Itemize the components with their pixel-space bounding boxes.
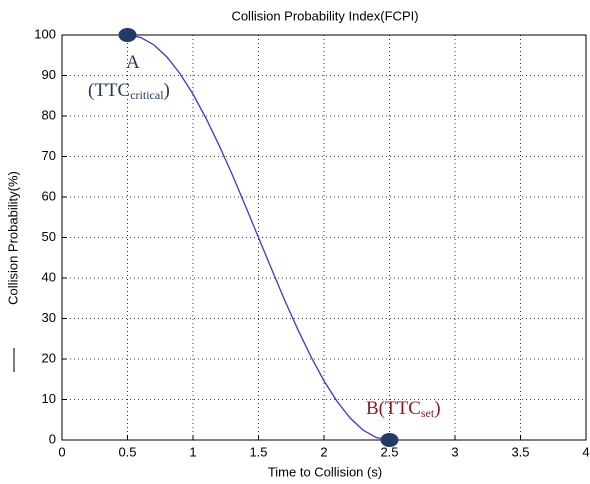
x-tick-label: 1.5 [249,444,267,459]
y-tick-label: 70 [42,148,56,163]
y-tick-label: 90 [42,67,56,82]
x-tick-label: 0 [58,444,65,459]
x-tick-label: 2 [320,444,327,459]
annotation-subscript: set [421,406,435,420]
x-tick-label: 0.5 [118,444,136,459]
annotation: B(TTCset) [366,398,441,419]
y-tick-label: 100 [34,26,56,41]
annotation-text: (TTC [88,80,130,101]
y-tick-label: 60 [42,188,56,203]
point-marker [118,28,137,42]
y-axis-label: Collision Probability(%) [5,171,20,305]
x-axis-label: Time to Collision (s) [268,464,382,479]
annotation-suffix: ) [164,80,170,101]
y-tick-label: 50 [42,229,56,244]
annotation-text: B(TTC [366,398,421,419]
annotation: (TTCcritical) [88,80,170,101]
y-tick-label: 10 [42,391,56,406]
annotation-text: A [126,52,140,73]
point-marker [380,433,399,447]
x-tick-label: 2.5 [380,444,398,459]
x-tick-label: 1 [189,444,196,459]
chart-title: Collision Probability Index(FCPI) [231,8,418,23]
x-tick-label: 3 [451,444,458,459]
annotation: A [126,52,140,73]
annotation-suffix: ) [434,398,440,419]
line-series [127,34,390,441]
y-tick-label: 40 [42,269,56,284]
y-tick-label: 80 [42,107,56,122]
x-tick-label: 3.5 [511,444,529,459]
annotation-subscript: critical [130,88,164,102]
x-tick-label: 4 [582,444,589,459]
y-tick-label: 30 [42,310,56,325]
y-tick-label: 20 [42,350,56,365]
y-tick-label: 0 [49,431,56,446]
